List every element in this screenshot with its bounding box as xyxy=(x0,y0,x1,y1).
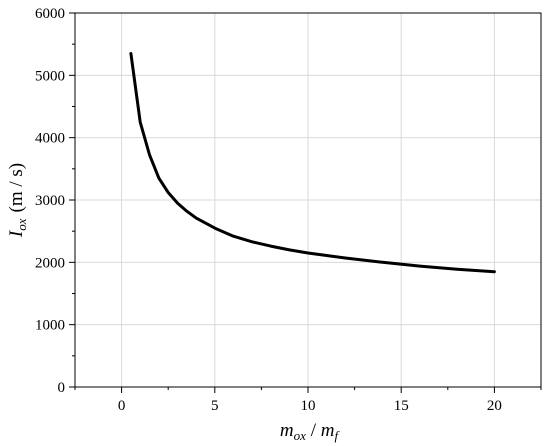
y-tick-label: 1000 xyxy=(35,318,65,334)
series xyxy=(129,52,496,274)
y-tick-label: 4000 xyxy=(35,131,65,147)
y-tick-label: 3000 xyxy=(35,193,65,209)
y-axis-label: Iox (m / s) xyxy=(6,163,29,238)
x-label-m2: m xyxy=(321,420,335,441)
x-axis-label: mox / mf xyxy=(280,420,341,443)
tick-labels: 0 5 10 15 20 0 1000 2000 3000 4000 5000 6000 xyxy=(35,6,502,414)
y-tick-label: 5000 xyxy=(35,68,65,84)
x-label-sub-f: f xyxy=(334,428,340,443)
x-label-sub-ox: ox xyxy=(294,428,307,443)
x-tick-label: 20 xyxy=(487,398,502,414)
x-tick-label: 10 xyxy=(301,398,316,414)
series-line xyxy=(129,52,496,274)
y-label-sub-ox: ox xyxy=(14,218,29,231)
y-tick-label: 2000 xyxy=(35,255,65,271)
y-label-unit: (m / s) xyxy=(6,163,27,213)
x-label-separator: / xyxy=(306,420,321,441)
x-tick-label: 0 xyxy=(118,398,126,414)
x-tick-label: 15 xyxy=(394,398,409,414)
x-tick-label: 5 xyxy=(211,398,219,414)
y-tick-label: 0 xyxy=(58,380,66,396)
ticks xyxy=(69,12,542,393)
grid xyxy=(75,12,541,388)
x-label-m: m xyxy=(280,420,294,441)
y-label-i: I xyxy=(6,229,27,238)
y-tick-label: 6000 xyxy=(35,6,65,22)
